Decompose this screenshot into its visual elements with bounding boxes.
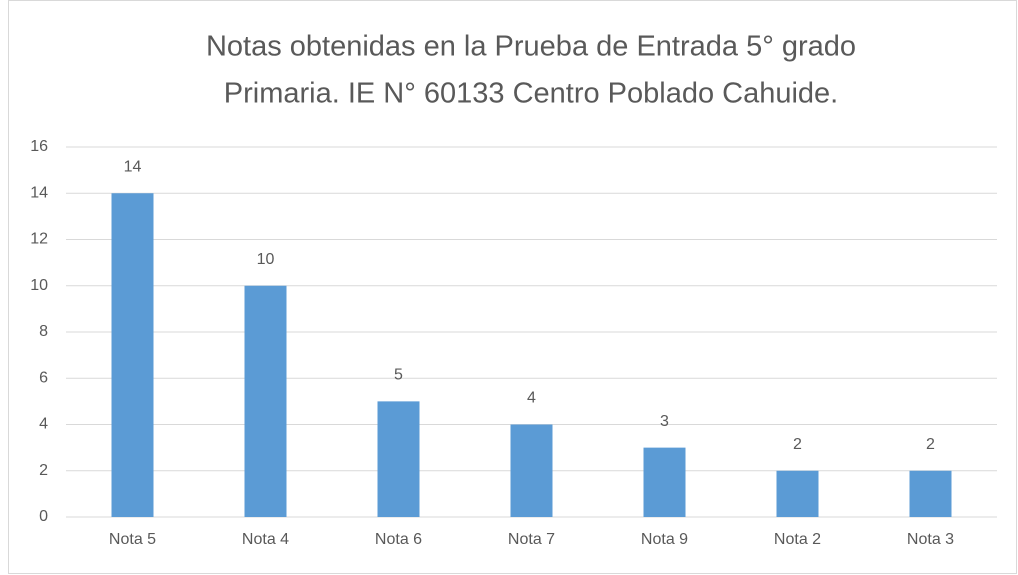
x-tick-label: Nota 9 (641, 531, 688, 548)
bar (111, 193, 154, 517)
y-tick-label: 12 (30, 231, 48, 248)
bar (377, 401, 420, 517)
chart-title: Primaria. IE N° 60133 Centro Poblado Cah… (224, 78, 839, 110)
data-label: 4 (527, 390, 536, 407)
y-tick-label: 14 (30, 184, 48, 201)
x-tick-label: Nota 7 (508, 531, 555, 548)
bar (510, 424, 553, 517)
x-tick-label: Nota 2 (774, 531, 821, 548)
bar (776, 470, 819, 517)
bar (244, 285, 287, 517)
data-label: 5 (394, 367, 403, 384)
data-label: 2 (926, 436, 935, 453)
bar (643, 447, 686, 517)
data-label: 3 (660, 413, 669, 430)
y-tick-label: 0 (39, 508, 48, 525)
y-tick-label: 2 (39, 462, 48, 479)
bar (909, 470, 952, 517)
y-tick-label: 10 (30, 277, 48, 294)
x-tick-label: Nota 6 (375, 531, 422, 548)
y-tick-label: 8 (39, 323, 48, 340)
data-label: 14 (124, 158, 142, 175)
y-tick-label: 16 (30, 138, 48, 155)
x-tick-label: Nota 5 (109, 531, 156, 548)
chart-title: Notas obtenidas en la Prueba de Entrada … (206, 31, 856, 63)
data-label: 2 (793, 436, 802, 453)
x-tick-label: Nota 4 (242, 531, 289, 548)
x-tick-label: Nota 3 (907, 531, 954, 548)
data-label: 10 (257, 251, 275, 268)
y-tick-label: 6 (39, 369, 48, 386)
y-tick-label: 4 (39, 416, 48, 433)
